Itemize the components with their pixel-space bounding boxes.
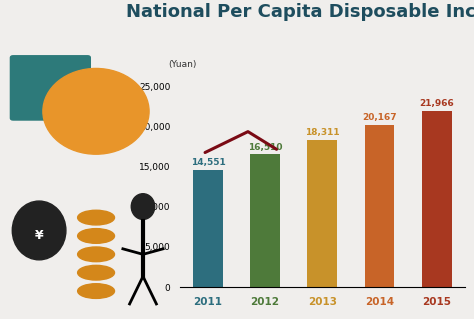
- Circle shape: [131, 194, 155, 219]
- Text: 14,551: 14,551: [191, 159, 225, 167]
- Ellipse shape: [78, 210, 115, 225]
- Text: 16,510: 16,510: [248, 143, 283, 152]
- Text: National Per Capita Disposable Income: National Per Capita Disposable Income: [126, 3, 474, 21]
- Bar: [193, 170, 223, 287]
- Bar: [365, 125, 394, 287]
- Ellipse shape: [78, 265, 115, 280]
- Text: ¥: ¥: [89, 106, 103, 125]
- Text: 20,167: 20,167: [362, 113, 397, 122]
- Bar: [422, 111, 452, 287]
- Text: 21,966: 21,966: [419, 99, 454, 108]
- Bar: [308, 140, 337, 287]
- Text: 18,311: 18,311: [305, 128, 340, 137]
- Ellipse shape: [78, 284, 115, 298]
- Text: ¥: ¥: [35, 229, 44, 242]
- Circle shape: [12, 201, 66, 260]
- FancyBboxPatch shape: [9, 55, 91, 121]
- Bar: [250, 154, 280, 287]
- Ellipse shape: [78, 229, 115, 243]
- Text: (Yuan): (Yuan): [168, 60, 196, 69]
- Circle shape: [43, 69, 149, 154]
- Ellipse shape: [78, 247, 115, 262]
